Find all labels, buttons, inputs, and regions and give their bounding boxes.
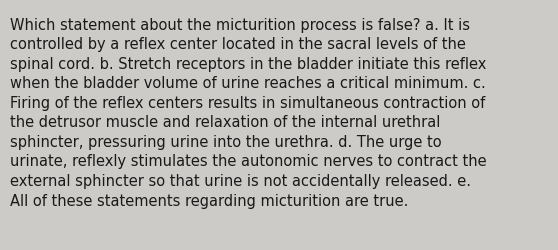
Text: Which statement about the micturition process is false? a. It is
controlled by a: Which statement about the micturition pr… bbox=[10, 18, 487, 208]
